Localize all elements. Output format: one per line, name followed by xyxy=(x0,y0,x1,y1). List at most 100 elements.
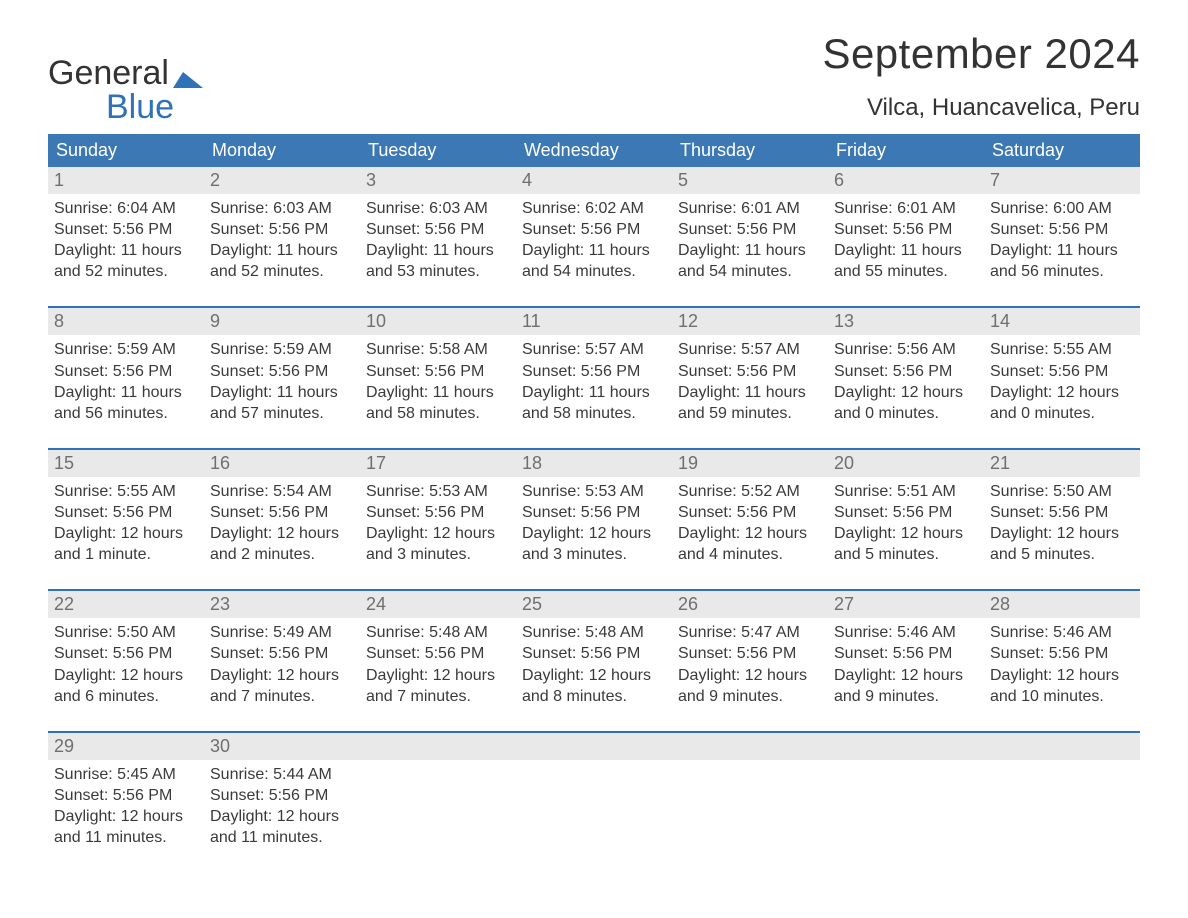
daylight-line: Daylight: 11 hours xyxy=(522,240,666,261)
daylight-line: and 11 minutes. xyxy=(54,827,198,848)
daylight-line: Daylight: 11 hours xyxy=(210,382,354,403)
daylight-line: Daylight: 12 hours xyxy=(54,806,198,827)
day-number-row: 2930 xyxy=(48,733,1140,760)
daylight-line: Daylight: 12 hours xyxy=(990,523,1134,544)
daylight-line: and 56 minutes. xyxy=(54,403,198,424)
daylight-line: and 56 minutes. xyxy=(990,261,1134,282)
day-cell xyxy=(828,760,984,854)
day-cell: Sunrise: 5:58 AMSunset: 5:56 PMDaylight:… xyxy=(360,335,516,429)
weeks-container: 1234567Sunrise: 6:04 AMSunset: 5:56 PMDa… xyxy=(48,167,1140,854)
daylight-line: and 9 minutes. xyxy=(834,686,978,707)
sunset-line: Sunset: 5:56 PM xyxy=(678,643,822,664)
day-number: 30 xyxy=(204,733,360,760)
day-cell: Sunrise: 5:55 AMSunset: 5:56 PMDaylight:… xyxy=(984,335,1140,429)
day-cell xyxy=(672,760,828,854)
sunset-line: Sunset: 5:56 PM xyxy=(522,361,666,382)
dow-sunday: Sunday xyxy=(48,134,204,167)
day-cell: Sunrise: 6:03 AMSunset: 5:56 PMDaylight:… xyxy=(360,194,516,288)
day-number: 20 xyxy=(828,450,984,477)
dow-tuesday: Tuesday xyxy=(360,134,516,167)
day-number-row: 15161718192021 xyxy=(48,450,1140,477)
daylight-line: Daylight: 11 hours xyxy=(522,382,666,403)
brand-word-2: Blue xyxy=(48,90,174,124)
sunrise-line: Sunrise: 6:01 AM xyxy=(678,198,822,219)
day-number: 5 xyxy=(672,167,828,194)
sunrise-line: Sunrise: 5:54 AM xyxy=(210,481,354,502)
sunset-line: Sunset: 5:56 PM xyxy=(366,502,510,523)
sunrise-line: Sunrise: 5:44 AM xyxy=(210,764,354,785)
day-cell xyxy=(516,760,672,854)
sunset-line: Sunset: 5:56 PM xyxy=(366,643,510,664)
week-block: 15161718192021Sunrise: 5:55 AMSunset: 5:… xyxy=(48,448,1140,571)
day-cell: Sunrise: 5:50 AMSunset: 5:56 PMDaylight:… xyxy=(984,477,1140,571)
sunrise-line: Sunrise: 5:53 AM xyxy=(366,481,510,502)
daylight-line: Daylight: 11 hours xyxy=(678,382,822,403)
daylight-line: and 58 minutes. xyxy=(366,403,510,424)
daylight-line: and 7 minutes. xyxy=(366,686,510,707)
sunrise-line: Sunrise: 5:57 AM xyxy=(522,339,666,360)
daylight-line: and 54 minutes. xyxy=(678,261,822,282)
sunrise-line: Sunrise: 6:04 AM xyxy=(54,198,198,219)
day-cell: Sunrise: 5:55 AMSunset: 5:56 PMDaylight:… xyxy=(48,477,204,571)
header: General Blue September 2024 Vilca, Huanc… xyxy=(48,30,1140,124)
sunrise-line: Sunrise: 5:50 AM xyxy=(990,481,1134,502)
sunset-line: Sunset: 5:56 PM xyxy=(210,785,354,806)
daylight-line: Daylight: 12 hours xyxy=(54,665,198,686)
day-cell: Sunrise: 5:48 AMSunset: 5:56 PMDaylight:… xyxy=(516,618,672,712)
daylight-line: and 9 minutes. xyxy=(678,686,822,707)
week-block: 891011121314Sunrise: 5:59 AMSunset: 5:56… xyxy=(48,306,1140,429)
sunset-line: Sunset: 5:56 PM xyxy=(834,219,978,240)
sunset-line: Sunset: 5:56 PM xyxy=(522,643,666,664)
day-cell: Sunrise: 5:47 AMSunset: 5:56 PMDaylight:… xyxy=(672,618,828,712)
daylight-line: and 5 minutes. xyxy=(834,544,978,565)
sunset-line: Sunset: 5:56 PM xyxy=(678,361,822,382)
day-cell: Sunrise: 5:53 AMSunset: 5:56 PMDaylight:… xyxy=(360,477,516,571)
sunrise-line: Sunrise: 5:57 AM xyxy=(678,339,822,360)
day-body-row: Sunrise: 5:45 AMSunset: 5:56 PMDaylight:… xyxy=(48,760,1140,854)
daylight-line: Daylight: 12 hours xyxy=(834,523,978,544)
brand-word-1: General xyxy=(48,56,169,90)
day-number: 10 xyxy=(360,308,516,335)
sunset-line: Sunset: 5:56 PM xyxy=(990,219,1134,240)
dow-monday: Monday xyxy=(204,134,360,167)
day-number: 16 xyxy=(204,450,360,477)
daylight-line: Daylight: 12 hours xyxy=(366,665,510,686)
brand-flag-icon xyxy=(173,70,207,90)
sunset-line: Sunset: 5:56 PM xyxy=(990,502,1134,523)
daylight-line: and 55 minutes. xyxy=(834,261,978,282)
day-number: 29 xyxy=(48,733,204,760)
day-cell xyxy=(360,760,516,854)
day-cell: Sunrise: 5:51 AMSunset: 5:56 PMDaylight:… xyxy=(828,477,984,571)
day-body-row: Sunrise: 6:04 AMSunset: 5:56 PMDaylight:… xyxy=(48,194,1140,288)
daylight-line: and 52 minutes. xyxy=(54,261,198,282)
week-block: 2930Sunrise: 5:45 AMSunset: 5:56 PMDayli… xyxy=(48,731,1140,854)
daylight-line: and 57 minutes. xyxy=(210,403,354,424)
daylight-line: Daylight: 11 hours xyxy=(54,240,198,261)
sunset-line: Sunset: 5:56 PM xyxy=(210,502,354,523)
day-number xyxy=(672,733,828,760)
day-number: 13 xyxy=(828,308,984,335)
dow-thursday: Thursday xyxy=(672,134,828,167)
sunrise-line: Sunrise: 5:49 AM xyxy=(210,622,354,643)
daylight-line: Daylight: 12 hours xyxy=(990,382,1134,403)
dow-friday: Friday xyxy=(828,134,984,167)
daylight-line: Daylight: 11 hours xyxy=(834,240,978,261)
brand-logo: General Blue xyxy=(48,30,207,124)
sunset-line: Sunset: 5:56 PM xyxy=(522,219,666,240)
daylight-line: and 10 minutes. xyxy=(990,686,1134,707)
day-cell: Sunrise: 5:52 AMSunset: 5:56 PMDaylight:… xyxy=(672,477,828,571)
day-cell: Sunrise: 5:44 AMSunset: 5:56 PMDaylight:… xyxy=(204,760,360,854)
daylight-line: Daylight: 12 hours xyxy=(366,523,510,544)
day-cell: Sunrise: 5:46 AMSunset: 5:56 PMDaylight:… xyxy=(984,618,1140,712)
sunset-line: Sunset: 5:56 PM xyxy=(54,785,198,806)
daylight-line: and 0 minutes. xyxy=(990,403,1134,424)
sunrise-line: Sunrise: 6:00 AM xyxy=(990,198,1134,219)
sunset-line: Sunset: 5:56 PM xyxy=(54,502,198,523)
day-number: 1 xyxy=(48,167,204,194)
daylight-line: and 3 minutes. xyxy=(522,544,666,565)
daylight-line: and 5 minutes. xyxy=(990,544,1134,565)
day-cell: Sunrise: 5:54 AMSunset: 5:56 PMDaylight:… xyxy=(204,477,360,571)
day-cell: Sunrise: 5:49 AMSunset: 5:56 PMDaylight:… xyxy=(204,618,360,712)
sunset-line: Sunset: 5:56 PM xyxy=(210,643,354,664)
day-cell: Sunrise: 5:57 AMSunset: 5:56 PMDaylight:… xyxy=(516,335,672,429)
